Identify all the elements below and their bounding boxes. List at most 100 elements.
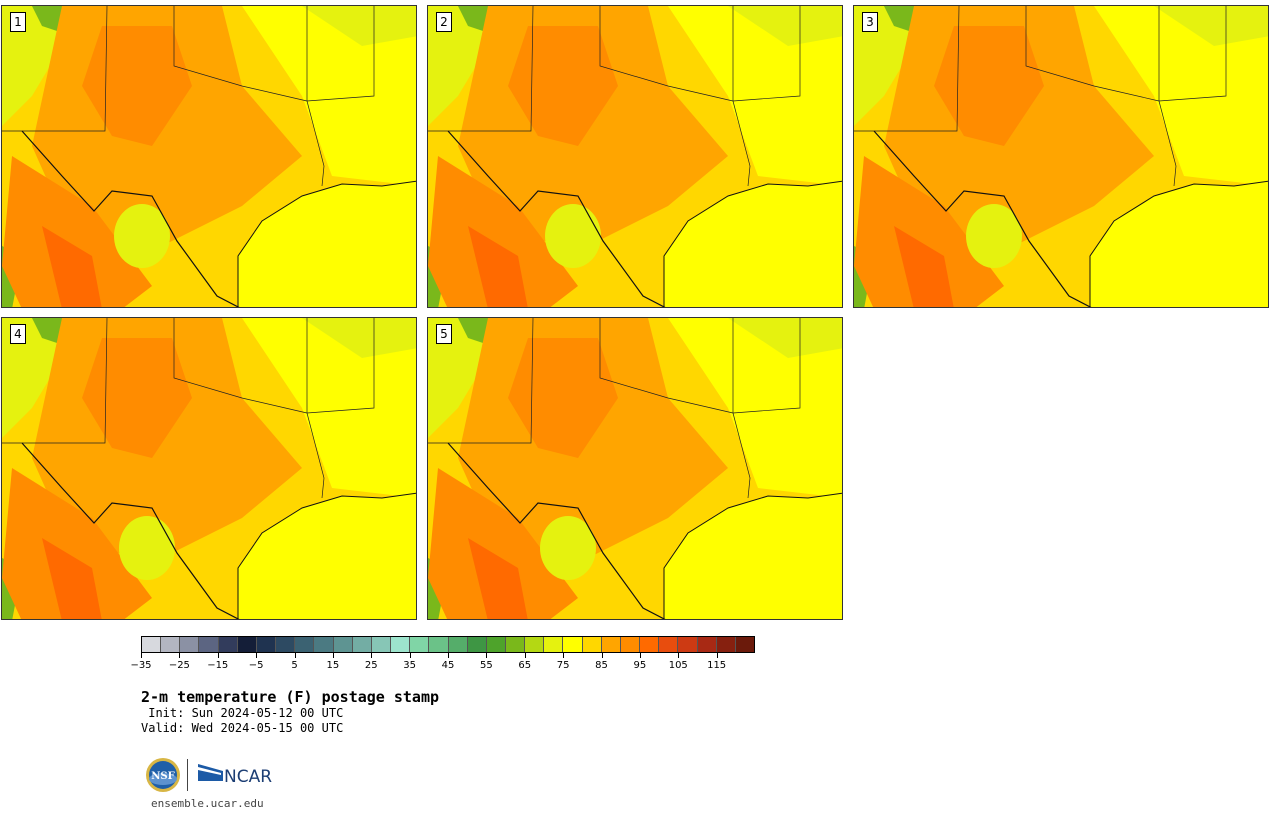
hottest-region bbox=[468, 226, 528, 307]
hill-country bbox=[545, 204, 601, 268]
member-panel-2[interactable]: 2 bbox=[427, 5, 843, 308]
colorbar-swatch bbox=[678, 637, 698, 652]
temperature-map bbox=[2, 6, 416, 307]
hottest-region bbox=[42, 226, 102, 307]
colorbar-swatch bbox=[486, 637, 506, 652]
colorbar-tick-label: 5 bbox=[291, 660, 298, 671]
colorbar-tick-label: 45 bbox=[441, 660, 455, 671]
cool-region bbox=[668, 6, 842, 186]
hottest-region bbox=[42, 538, 102, 619]
colorbar-swatch bbox=[697, 637, 717, 652]
colorbar-swatch bbox=[142, 637, 162, 652]
colorbar-swatch bbox=[716, 637, 736, 652]
nsf-logo-icon: NSF bbox=[146, 758, 180, 792]
hot-region bbox=[82, 338, 192, 458]
gulf-of-mexico bbox=[1090, 181, 1268, 307]
hot-region bbox=[428, 468, 578, 619]
colorbar-swatch bbox=[237, 637, 257, 652]
rio-grande-border bbox=[21, 442, 240, 619]
colorbar-tick-label: 75 bbox=[556, 660, 570, 671]
temperature-map bbox=[854, 6, 1268, 307]
state-border bbox=[1158, 6, 1227, 102]
valid-time: Valid: Wed 2024-05-15 00 UTC bbox=[141, 721, 344, 735]
member-label: 1 bbox=[10, 12, 26, 32]
ncar-logo-icon: NCAR bbox=[198, 764, 272, 787]
colorbar-tick-label: 55 bbox=[480, 660, 493, 671]
rio-grande-border bbox=[873, 130, 1092, 307]
colorbar-tick bbox=[409, 653, 411, 658]
colorbar-swatch bbox=[640, 637, 660, 652]
member-label: 2 bbox=[436, 12, 452, 32]
colorbar-swatch bbox=[659, 637, 679, 652]
colorbar-tick-label: 95 bbox=[633, 660, 647, 671]
state-border bbox=[306, 412, 325, 499]
colorbar-swatch bbox=[544, 637, 564, 652]
state-border bbox=[599, 6, 734, 102]
colorbar-tick bbox=[678, 653, 680, 658]
colorbar-tick bbox=[601, 653, 603, 658]
state-border bbox=[732, 6, 801, 102]
coastline bbox=[1089, 180, 1268, 307]
colorbar-swatch bbox=[333, 637, 353, 652]
state-border bbox=[2, 6, 108, 132]
state-border bbox=[2, 318, 108, 444]
hill-country bbox=[119, 516, 175, 580]
cool-region bbox=[302, 318, 416, 358]
colorbar-tick-label: −25 bbox=[168, 660, 190, 671]
cool-region bbox=[728, 318, 842, 358]
colorbar-swatch bbox=[371, 637, 392, 652]
temperature-colorbar bbox=[141, 636, 755, 653]
colorbar-swatch bbox=[180, 637, 200, 652]
rio-grande-border bbox=[447, 442, 666, 619]
init-time: Init: Sun 2024-05-12 00 UTC bbox=[141, 706, 344, 720]
member-panel-4[interactable]: 4 bbox=[1, 317, 417, 620]
colorbar-swatch bbox=[199, 637, 219, 652]
cool-region bbox=[1154, 6, 1268, 46]
gulf-of-mexico bbox=[664, 181, 842, 307]
member-panel-5[interactable]: 5 bbox=[427, 317, 843, 620]
colorbar-tick bbox=[294, 653, 296, 658]
colorbar-tick bbox=[217, 653, 219, 658]
temperature-map bbox=[2, 318, 416, 619]
member-label: 4 bbox=[10, 324, 26, 344]
gulf-of-mexico bbox=[238, 493, 416, 619]
coastline bbox=[237, 180, 416, 307]
state-border bbox=[306, 6, 375, 102]
state-border bbox=[173, 318, 308, 414]
member-label: 5 bbox=[436, 324, 452, 344]
cool-region bbox=[242, 318, 416, 498]
colorbar-tick bbox=[716, 653, 718, 658]
ncar-logo-text: NCAR bbox=[224, 767, 272, 787]
hill-country bbox=[114, 204, 170, 268]
colorbar-swatch bbox=[161, 637, 181, 652]
state-border bbox=[854, 6, 960, 132]
site-url[interactable]: ensemble.ucar.edu bbox=[151, 797, 264, 810]
gulf-of-mexico bbox=[664, 493, 842, 619]
hot-region bbox=[428, 156, 578, 307]
colorbar-tick bbox=[524, 653, 526, 658]
cool-region bbox=[302, 6, 416, 46]
temperature-map bbox=[428, 318, 842, 619]
colorbar-tick bbox=[141, 653, 142, 658]
cool-region bbox=[668, 318, 842, 498]
colorbar-ticks: −35 −25 −15 −5 5 15 25 35 45 55 65 75 85 95 105 115 bbox=[130, 653, 755, 673]
state-border bbox=[428, 6, 534, 132]
coastline bbox=[237, 492, 416, 619]
colorbar-swatch bbox=[601, 637, 621, 652]
member-panel-1[interactable]: 1 bbox=[1, 5, 417, 308]
hill-country bbox=[966, 204, 1022, 268]
colorbar-swatch bbox=[410, 637, 430, 652]
state-border bbox=[599, 318, 734, 414]
colorbar-tick bbox=[332, 653, 334, 658]
colorbar-tick bbox=[179, 653, 181, 658]
state-border bbox=[428, 318, 534, 444]
figure-title: 2-m temperature (F) postage stamp bbox=[141, 688, 440, 706]
colorbar-swatch bbox=[295, 637, 315, 652]
colorbar-tick bbox=[256, 653, 258, 658]
colorbar-swatch bbox=[467, 637, 487, 652]
hottest-region bbox=[468, 538, 528, 619]
member-panel-3[interactable]: 3 bbox=[853, 5, 1269, 308]
state-border bbox=[732, 100, 751, 187]
colorbar-tick-label: −5 bbox=[248, 660, 264, 671]
hot-region bbox=[2, 468, 152, 619]
